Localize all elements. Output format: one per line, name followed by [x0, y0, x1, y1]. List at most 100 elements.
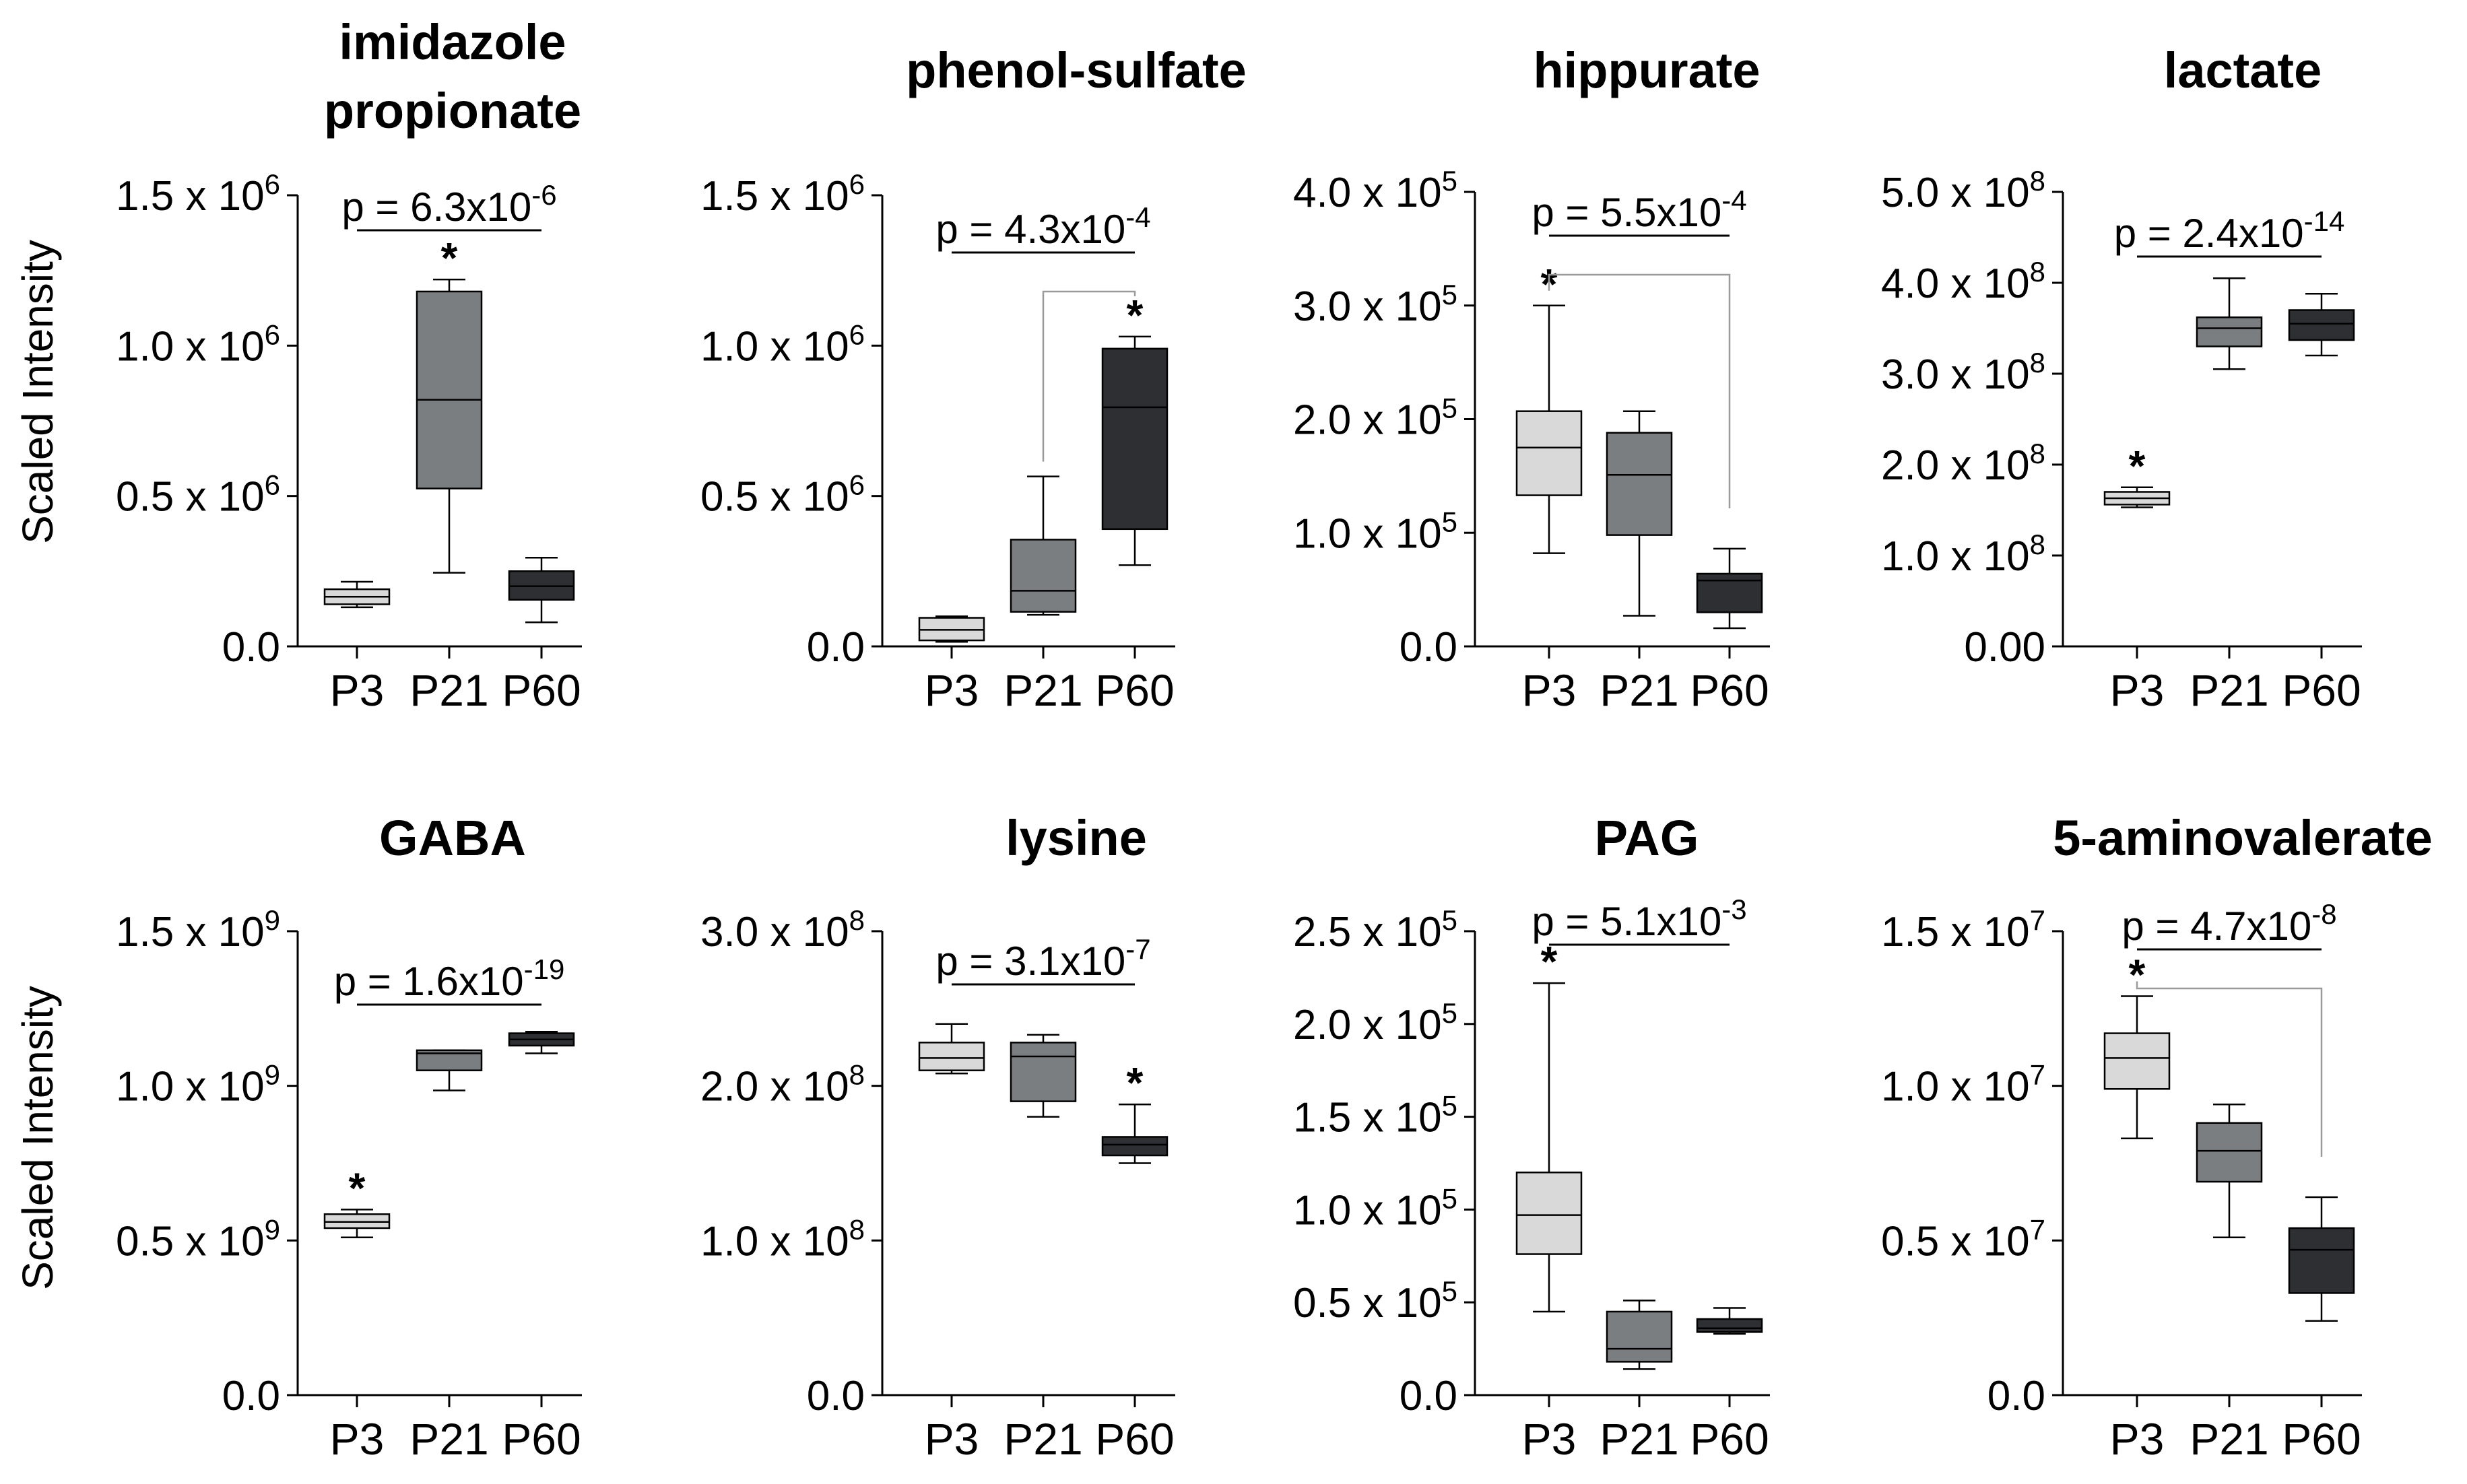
box-P60	[2288, 1196, 2355, 1322]
box-iqr	[416, 290, 483, 490]
x-tick-label-P3: P3	[925, 665, 979, 715]
x-tick-label-P60: P60	[502, 1414, 581, 1464]
panel-4: lactate 0.00 1.0 x 108 2.0 x 108 3.0 x 108 4.…	[1881, 42, 2362, 715]
y-tick-label: 0.5 x 105	[1293, 1275, 1457, 1326]
box-P3: *	[1515, 937, 1583, 1313]
significance-star: *	[1127, 291, 1144, 339]
y-tick-label: 0.0	[807, 624, 865, 671]
significance-star: *	[349, 1163, 366, 1212]
x-tick-label-P3: P3	[330, 1414, 385, 1464]
box-P60	[1696, 547, 1763, 630]
box-P3: *	[323, 1163, 391, 1238]
x-tick-label-P3: P3	[2110, 1414, 2165, 1464]
panel-6: lysine 0.0 1.0 x 108 2.0 x 108 3.0 x 108 P3 P2…	[700, 810, 1175, 1464]
y-tick-label: 0.0	[222, 1373, 280, 1419]
y-tick-label: 0.5 x 106	[700, 469, 865, 520]
box-iqr	[1515, 1172, 1583, 1255]
box-P21	[1010, 1034, 1077, 1118]
box-P3: *	[2103, 442, 2171, 508]
box-iqr	[1606, 432, 1673, 536]
p-value-label: p = 5.1x10-3	[1532, 893, 1746, 944]
x-tick-label-P60: P60	[1690, 665, 1769, 715]
box-P21	[2196, 1103, 2263, 1238]
y-tick-label: 1.0 x 106	[700, 318, 865, 370]
x-tick-label-P60: P60	[2282, 1414, 2361, 1464]
y-tick-label: 0.5 x 106	[116, 469, 280, 520]
y-tick-label: 1.0 x 108	[700, 1213, 865, 1264]
y-tick-label: 0.0	[1400, 1373, 1457, 1419]
panel-title-line: propionate	[324, 83, 581, 139]
box-iqr	[2288, 309, 2355, 341]
x-tick-label-P21: P21	[409, 665, 488, 715]
y-tick-label: 0.0	[222, 624, 280, 671]
y-tick-label: 1.0 x 105	[1293, 506, 1457, 557]
box-P21	[1010, 475, 1077, 616]
y-tick-label: 4.0 x 105	[1293, 165, 1457, 216]
box-P3	[918, 1023, 985, 1075]
y-tick-label: 1.0 x 106	[116, 318, 280, 370]
box-P60	[2288, 292, 2355, 357]
comparison-bracket	[1042, 290, 1136, 462]
box-iqr	[2196, 316, 2263, 347]
y-tick-label: 0.5 x 107	[1881, 1213, 2045, 1264]
x-tick-label-P60: P60	[2282, 665, 2361, 715]
p-value-label: p = 3.1x10-7	[935, 933, 1150, 984]
box-P3: *	[2103, 950, 2171, 1140]
box-P21: *	[416, 234, 483, 574]
y-tick-label: 1.0 x 109	[116, 1059, 280, 1110]
x-tick-label-P21: P21	[409, 1414, 488, 1464]
p-value-label: p = 4.3x10-4	[935, 201, 1150, 252]
y-tick-label: 3.0 x 108	[1881, 347, 2045, 398]
x-tick-label-P3: P3	[330, 665, 385, 715]
x-tick-label-P21: P21	[2190, 665, 2268, 715]
box-iqr	[2103, 1032, 2171, 1090]
y-tick-label: 0.5 x 109	[116, 1213, 280, 1264]
box-iqr	[1010, 539, 1077, 613]
significance-star: *	[2129, 950, 2146, 999]
box-iqr	[2196, 1122, 2263, 1183]
panel-title-line: hippurate	[1533, 42, 1760, 98]
y-tick-label: 2.5 x 105	[1293, 904, 1457, 955]
y-tick-label: 5.0 x 108	[1881, 165, 2045, 216]
comparison-bracket	[1548, 273, 1731, 508]
box-P3	[323, 580, 391, 609]
panel-title-line: imidazole	[339, 14, 566, 70]
y-tick-label: 4.0 x 108	[1881, 256, 2045, 307]
y-tick-label: 3.0 x 108	[700, 904, 865, 955]
p-value-label: p = 5.5x10-4	[1532, 184, 1746, 235]
p-value-label: p = 2.4x10-14	[2114, 205, 2345, 256]
x-tick-label-P60: P60	[502, 665, 581, 715]
y-tick-label: 0.0	[1987, 1373, 2045, 1419]
box-P21	[1606, 410, 1673, 617]
box-P60	[508, 1031, 575, 1054]
x-tick-label-P3: P3	[1522, 1414, 1577, 1464]
box-iqr	[1696, 572, 1763, 613]
y-tick-label: 0.0	[1400, 624, 1457, 671]
box-P60	[1696, 1307, 1763, 1335]
box-iqr	[1010, 1042, 1077, 1102]
x-tick-label-P3: P3	[2110, 665, 2165, 715]
box-P60	[508, 556, 575, 623]
box-iqr	[1101, 1136, 1169, 1157]
box-iqr	[2288, 1227, 2355, 1294]
x-tick-label-P21: P21	[1600, 1414, 1678, 1464]
panel-title-line: lactate	[2164, 42, 2322, 98]
y-tick-label: 1.5 x 109	[116, 904, 280, 955]
y-tick-label: 3.0 x 105	[1293, 279, 1457, 330]
panel-1: imidazole propionate 0.0 0.5 x 106 1.0 x 106…	[116, 14, 582, 715]
box-P21	[416, 1049, 483, 1091]
y-tick-label: 1.5 x 106	[700, 168, 865, 220]
box-P21	[2196, 277, 2263, 370]
panel-3: hippurate 0.0 1.0 x 105 2.0 x 105 3.0 x 105 4…	[1293, 42, 1770, 715]
comparison-bracket	[2136, 981, 2323, 1157]
panel-8: 5-aminovalerate 0.0 0.5 x 107 1.0 x 107 1.5 …	[1881, 810, 2433, 1464]
panel-5: GABA 0.0 0.5 x 109 1.0 x 109 1.5 x 109 P3 P21 P…	[116, 810, 582, 1464]
p-value-label: p = 6.3x10-6	[341, 179, 556, 230]
box-P3: *	[1515, 260, 1583, 554]
box-iqr	[1606, 1310, 1673, 1363]
x-tick-label-P21: P21	[1600, 665, 1678, 715]
y-tick-label: 1.0 x 108	[1881, 529, 2045, 580]
panel-title-line: GABA	[379, 810, 526, 866]
panel-7: PAG 0.0 0.5 x 105 1.0 x 105 1.5 x 105 2.0 x 1…	[1293, 810, 1770, 1464]
